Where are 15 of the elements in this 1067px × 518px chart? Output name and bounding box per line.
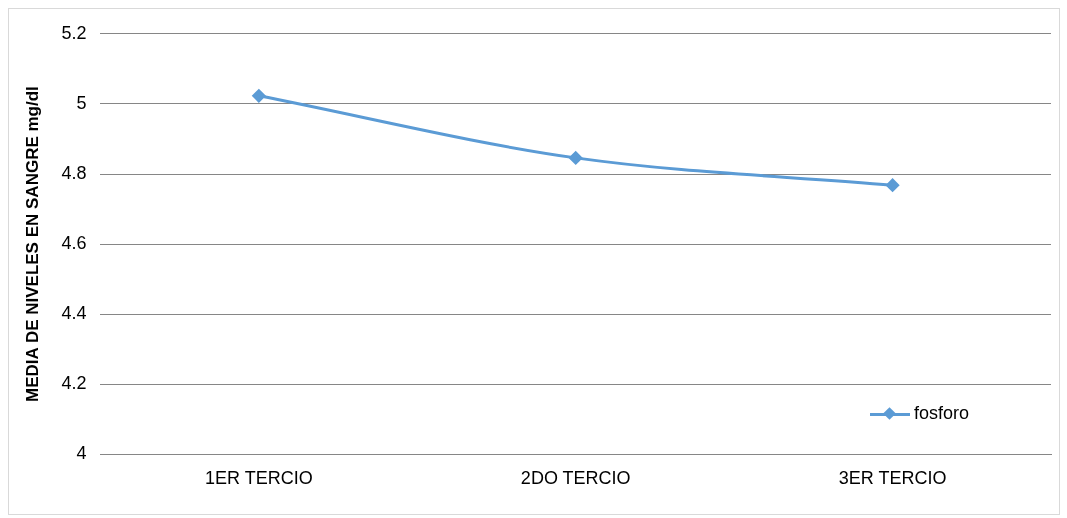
y-tick-label: 5: [76, 92, 87, 113]
y-tick-label: 4.8: [61, 162, 87, 183]
point: [252, 89, 266, 103]
y-axis-title: MEDIA DE NIVELES EN SANGRE mg/dl: [22, 86, 42, 402]
point: [886, 178, 900, 192]
point: [569, 151, 583, 165]
y-tick-label: 4.2: [61, 373, 87, 394]
y-tick-label: 5.2: [61, 22, 87, 43]
y-tick-label: 4.6: [61, 233, 87, 254]
x-tick-label: 1ER TERCIO: [205, 468, 313, 489]
y-tick-label: 4.4: [61, 303, 87, 324]
x-tick-label: 2DO TERCIO: [520, 468, 631, 489]
legend-label: fosforo: [913, 403, 969, 424]
x-tick-label: 3ER TERCIO: [838, 468, 947, 489]
y-tick-label: 4: [76, 443, 87, 464]
